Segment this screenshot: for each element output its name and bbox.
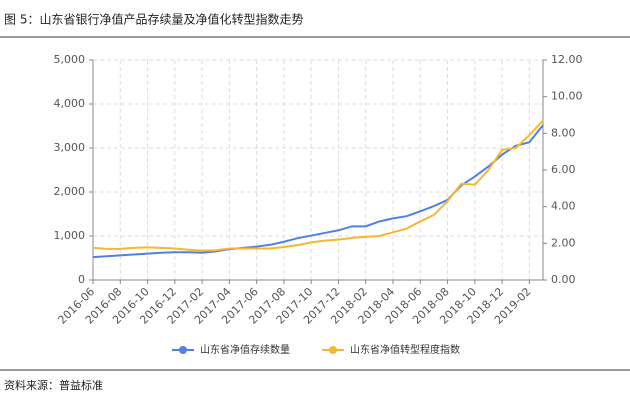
y-tick-label: 5,000: [54, 53, 86, 66]
y2-tick-label: 2.00: [551, 236, 576, 249]
y2-tick-label: 6.00: [551, 163, 576, 176]
chart-title: 图 5：山东省银行净值产品存续量及净值化转型指数走势: [4, 12, 303, 27]
legend-marker: [179, 346, 187, 354]
y2-tick-label: 10.00: [551, 90, 583, 103]
series-line: [92, 124, 544, 259]
y2-tick-label: 0.00: [551, 273, 576, 286]
legend-label: 山东省净值存续数量: [200, 343, 290, 356]
y2-tick-label: 12.00: [551, 53, 583, 66]
y-tick-label: 3,000: [54, 141, 86, 154]
series-line: [92, 119, 544, 252]
legend-label: 山东省净值转型程度指数: [350, 343, 460, 356]
y-tick-label: 1,000: [54, 229, 86, 242]
legend-marker: [329, 346, 337, 354]
y-tick-label: 0: [78, 273, 85, 286]
y-tick-label: 4,000: [54, 97, 86, 110]
source-note: 资料来源：普益标准: [4, 378, 103, 392]
y-tick-label: 2,000: [54, 185, 86, 198]
y2-tick-label: 4.00: [551, 200, 576, 213]
y2-tick-label: 8.00: [551, 126, 576, 139]
